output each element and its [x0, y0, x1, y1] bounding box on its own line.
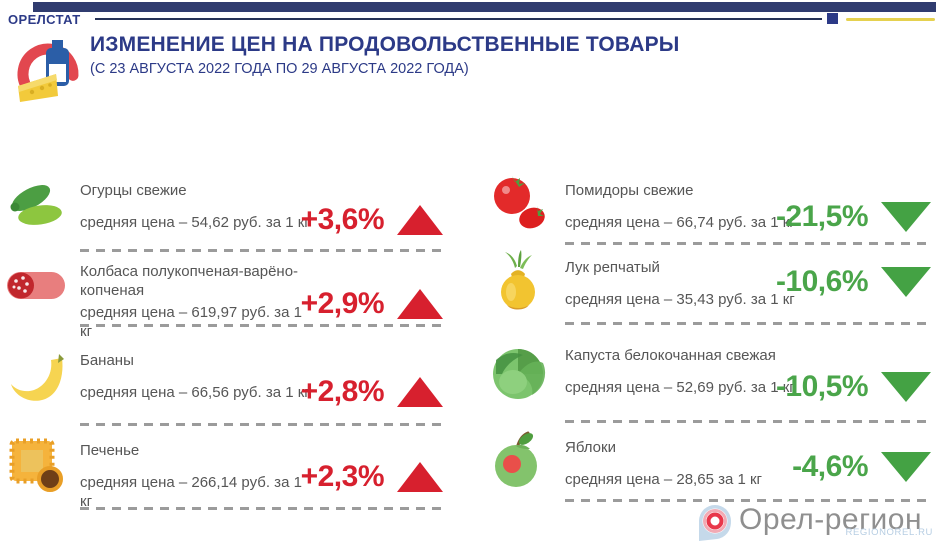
top-navy-bar [33, 2, 936, 12]
product-item-sausage: Колбаса полукопченая-варёно-копченая сре… [4, 258, 445, 340]
product-price: средняя цена – 266,14 руб. за 1 кг [80, 474, 302, 510]
price-change: -4,6% [792, 450, 931, 484]
price-change: +3,6% [301, 203, 443, 237]
onion-icon [486, 249, 550, 312]
product-name: Колбаса полукопченая-варёно-копченая [80, 263, 299, 299]
change-value: +2,3% [300, 460, 385, 493]
product-price: средняя цена – 66,74 руб. за 1 кг [565, 214, 795, 231]
separator-dashed-line [80, 423, 445, 426]
header-rule-yellow [846, 18, 935, 21]
down-triangle-icon [881, 267, 931, 297]
separator-dashed-line [565, 499, 933, 502]
product-item-cucumbers: Огурцы свежие средняя цена – 54,62 руб. … [4, 175, 445, 252]
apple-icon [486, 430, 550, 488]
header-rule-line [95, 18, 822, 20]
product-item-cabbage: Капуста белокочанная свежая средняя цена… [486, 340, 933, 423]
page-title: ИЗМЕНЕНИЕ ЦЕН НА ПРОДОВОЛЬСТВЕННЫЕ ТОВАР… [90, 33, 680, 56]
product-name: Помидоры свежие [565, 182, 694, 199]
separator-dashed-line [80, 507, 445, 510]
down-triangle-icon [881, 202, 931, 232]
product-price: средняя цена – 52,69 руб. за 1 кг [565, 379, 795, 396]
product-item-cookies: Печенье средняя цена – 266,14 руб. за 1 … [4, 435, 445, 510]
product-price: средняя цена – 35,43 руб. за 1 кг [565, 291, 795, 308]
separator-dashed-line [80, 324, 445, 327]
product-item-onions: Лук репчатый средняя цена – 35,43 руб. з… [486, 249, 933, 325]
down-triangle-icon [881, 452, 931, 482]
up-triangle-icon [397, 377, 443, 407]
tomato-icon [486, 172, 550, 232]
orel-region-logo-text: Орел-регион [739, 503, 923, 536]
brand-orelstat: ОРЕЛСТАТ [8, 12, 81, 27]
change-value: +2,9% [300, 287, 385, 320]
up-triangle-icon [397, 462, 443, 492]
up-triangle-icon [397, 205, 443, 235]
sausage-icon [4, 266, 68, 304]
header-rule-square [827, 13, 838, 24]
price-change: -10,6% [776, 265, 931, 299]
change-value: -10,6% [775, 265, 869, 298]
product-price: средняя цена – 54,62 руб. за 1 кг [80, 214, 310, 231]
cabbage-icon [486, 347, 550, 401]
regionorel-url-text: REGIONOREL.RU [845, 527, 933, 538]
product-item-bananas: Бананы средняя цена – 66,56 руб. за 1 кг… [4, 345, 445, 426]
orel-region-logo-icon [693, 501, 737, 541]
cookie-icon [4, 437, 68, 493]
product-name: Капуста белокочанная свежая [565, 347, 776, 364]
product-name: Яблоки [565, 439, 616, 456]
price-change: +2,9% [301, 287, 443, 321]
price-change: +2,3% [301, 460, 443, 494]
product-price: средняя цена – 619,97 руб. за 1 кг [80, 304, 302, 340]
food-products-icon [10, 36, 82, 106]
down-triangle-icon [881, 372, 931, 402]
product-name: Печенье [80, 442, 140, 459]
product-name: Лук репчатый [565, 259, 660, 276]
product-item-tomatoes: Помидоры свежие средняя цена – 66,74 руб… [486, 175, 933, 245]
change-value: +2,8% [300, 375, 385, 408]
change-value: -21,5% [775, 200, 869, 233]
banana-icon [4, 350, 68, 406]
product-name: Огурцы свежие [80, 182, 187, 199]
change-value: -4,6% [792, 450, 868, 483]
separator-dashed-line [565, 242, 933, 245]
separator-dashed-line [565, 420, 933, 423]
page-subtitle: (С 23 АВГУСТА 2022 ГОДА ПО 29 АВГУСТА 20… [90, 61, 469, 77]
cucumber-icon [4, 182, 68, 230]
separator-dashed-line [80, 249, 445, 252]
price-change: -21,5% [776, 200, 931, 234]
product-price: средняя цена – 66,56 руб. за 1 кг [80, 384, 310, 401]
change-value: -10,5% [775, 370, 869, 403]
product-name: Бананы [80, 352, 134, 369]
product-item-apples: Яблоки средняя цена – 28,65 за 1 кг -4,6… [486, 430, 933, 502]
product-price: средняя цена – 28,65 за 1 кг [565, 471, 763, 488]
price-change: -10,5% [776, 370, 931, 404]
separator-dashed-line [565, 322, 933, 325]
up-triangle-icon [397, 289, 443, 319]
change-value: +3,6% [300, 203, 385, 236]
price-change: +2,8% [301, 375, 443, 409]
